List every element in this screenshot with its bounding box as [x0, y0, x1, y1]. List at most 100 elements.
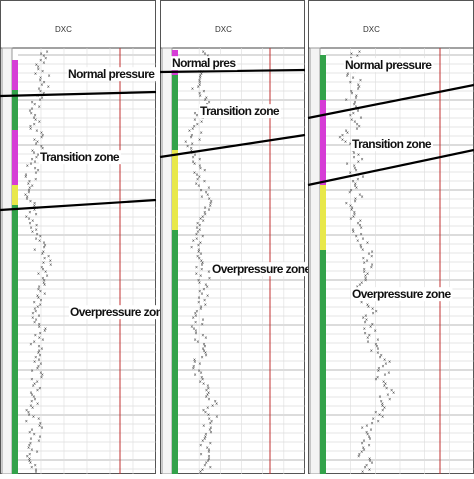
dxc-point: ×	[353, 210, 356, 216]
dxc-point: ×	[207, 456, 210, 462]
dxc-point: ×	[35, 318, 38, 324]
dxc-point: ×	[42, 280, 45, 286]
dxc-point: ×	[197, 300, 200, 306]
dxc-point: ×	[345, 98, 348, 104]
dxc-point: ×	[206, 384, 209, 390]
lithology	[172, 230, 178, 474]
panel-frame	[308, 0, 474, 474]
dxc-point: ×	[207, 208, 210, 214]
dxc-point: ×	[30, 465, 33, 471]
dxc-point: ×	[25, 214, 28, 220]
dxc-point: ×	[38, 324, 41, 330]
dxc-point: ×	[201, 318, 204, 324]
dxc-point: ×	[28, 188, 31, 194]
dxc-point: ×	[371, 307, 374, 313]
dxc-point: ×	[346, 131, 349, 137]
dxc-point: ×	[360, 232, 363, 238]
dxc-point: ×	[200, 452, 203, 458]
dxc-point: ×	[31, 157, 34, 163]
dxc-point: ×	[209, 203, 212, 209]
zone-label: Normal pres	[172, 56, 236, 70]
zone-label-bg	[67, 67, 157, 82]
dxc-point: ×	[28, 210, 31, 216]
dxc-point: ×	[354, 197, 357, 203]
dxc-point: ×	[33, 382, 36, 388]
dxc-point: ×	[208, 100, 211, 106]
dxc-point: ×	[354, 184, 357, 190]
dxc-point: ×	[188, 129, 191, 135]
dxc-point: ×	[201, 333, 204, 339]
dxc-point: ×	[202, 287, 205, 293]
dxc-point: ×	[30, 390, 33, 396]
dxc-point: ×	[49, 258, 52, 264]
dxc-point: ×	[192, 155, 195, 161]
dxc-point: ×	[41, 426, 44, 432]
dxc-point: ×	[196, 340, 199, 346]
dxc-point: ×	[46, 49, 49, 55]
dxc-point: ×	[33, 397, 36, 403]
dxc-point: ×	[208, 454, 211, 460]
dxc-point: ×	[37, 67, 40, 73]
dxc-point: ×	[40, 144, 43, 150]
dxc-point: ×	[203, 179, 206, 185]
dxc-point: ×	[355, 186, 358, 192]
dxc-point: ×	[34, 309, 37, 315]
dxc-point: ×	[37, 168, 40, 174]
dxc-point: ×	[210, 419, 213, 425]
dxc-point: ×	[26, 195, 29, 201]
dxc-point: ×	[41, 373, 44, 379]
dxc-point: ×	[197, 250, 200, 256]
dxc-point: ×	[197, 278, 200, 284]
dxc-point: ×	[193, 360, 196, 366]
dxc-point: ×	[203, 349, 206, 355]
dxc-point: ×	[197, 243, 200, 249]
dxc-point: ×	[194, 111, 197, 117]
dxc-point: ×	[198, 223, 201, 229]
dxc-point: ×	[36, 379, 39, 385]
dxc-point: ×	[383, 357, 386, 363]
dxc-point: ×	[364, 465, 367, 471]
dxc-point: ×	[39, 78, 42, 84]
dxc-point: ×	[195, 236, 198, 242]
dxc-point: ×	[202, 346, 205, 352]
dxc-point: ×	[34, 177, 37, 183]
dxc-point: ×	[196, 230, 199, 236]
dxc-point: ×	[376, 338, 379, 344]
lithology	[12, 130, 18, 185]
dxc-point: ×	[200, 258, 203, 264]
log-panel: DXC×××××××××××××××××××××××××××××××××××××…	[307, 0, 474, 476]
dxc-point: ×	[202, 49, 205, 55]
dxc-point: ×	[39, 76, 42, 82]
dxc-point: ×	[204, 351, 207, 357]
dxc-point: ×	[360, 115, 363, 121]
dxc-point: ×	[206, 393, 209, 399]
dxc-point: ×	[40, 52, 43, 58]
dxc-point: ×	[29, 461, 32, 467]
dxc-point: ×	[341, 137, 344, 143]
depth-track	[161, 47, 173, 475]
dxc-point: ×	[366, 335, 369, 341]
dxc-point: ×	[39, 331, 42, 337]
zone-label-bg	[69, 305, 171, 320]
dxc-point: ×	[374, 329, 377, 335]
dxc-point: ×	[204, 434, 207, 440]
dxc-point: ×	[381, 401, 384, 407]
dxc-point: ×	[377, 368, 380, 374]
dxc-point: ×	[363, 448, 366, 454]
dxc-point: ×	[30, 225, 33, 231]
dxc-point: ×	[40, 135, 43, 141]
dxc-point: ×	[190, 245, 193, 251]
dxc-point: ×	[357, 454, 360, 460]
dxc-point: ×	[380, 399, 383, 405]
dxc-point: ×	[198, 164, 201, 170]
dxc-point: ×	[35, 155, 38, 161]
dxc-point: ×	[194, 153, 197, 159]
dxc-point: ×	[43, 278, 46, 284]
dxc-point: ×	[39, 362, 42, 368]
dxc-point: ×	[190, 324, 193, 330]
dxc-point: ×	[210, 199, 213, 205]
dxc-point: ×	[370, 428, 373, 434]
dxc-point: ×	[43, 291, 46, 297]
dxc-point: ×	[384, 382, 387, 388]
